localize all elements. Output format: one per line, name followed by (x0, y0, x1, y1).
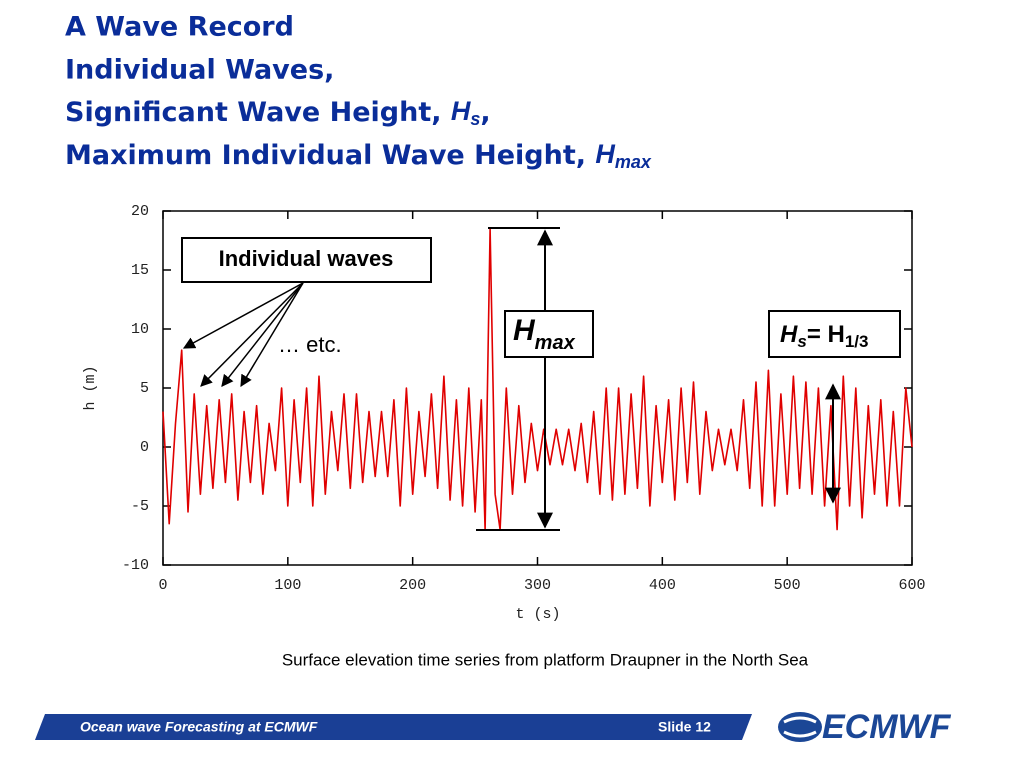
x-tick-label: 400 (649, 577, 676, 594)
arrow (200, 282, 304, 387)
symbol: H (513, 314, 536, 347)
x-tick-label: 0 (158, 577, 167, 594)
y-tick-label: 15 (131, 262, 149, 279)
logo-text: ECMWF (822, 708, 952, 746)
x-tick-label: 500 (774, 577, 801, 594)
arrow (240, 282, 304, 388)
title-line: Significant Wave Height, Hs, (65, 96, 491, 129)
plot (162, 210, 913, 566)
y-tick-label: 5 (140, 380, 149, 397)
footer-band (35, 714, 752, 740)
y-tick-label: 0 (140, 439, 149, 456)
annotation: Hs= H1/3 (780, 321, 868, 351)
subscript: 1/3 (845, 332, 869, 351)
x-tick-label: 100 (274, 577, 301, 594)
annotation-box (181, 237, 432, 283)
title-subscript: s (470, 109, 480, 129)
title-symbol: H (595, 139, 615, 169)
title-text: , (480, 97, 490, 128)
title-text: Significant Wave Height, (65, 97, 451, 128)
annotations: Individual waves … etc. Hmax Hs= H1/3 (181, 227, 901, 531)
y-tick-label: 20 (131, 203, 149, 220)
annotation: Individual waves (219, 246, 394, 271)
x-tick-label: 300 (524, 577, 551, 594)
y-tick-label: -10 (122, 557, 149, 574)
subscript: max (535, 332, 576, 354)
subscript: s (797, 332, 806, 351)
footer: Ocean wave Forecasting at ECMWF Slide 12… (35, 708, 952, 746)
annotation-box (504, 310, 594, 358)
title-line: Maximum Individual Wave Height, Hmax (65, 139, 652, 172)
annotation: … etc. (278, 332, 342, 357)
title-text: Maximum Individual Wave Height, (65, 140, 595, 171)
title: A Wave Record Individual Waves, Signific… (65, 12, 652, 172)
title-line: A Wave Record (65, 12, 294, 43)
hmax-arrow (476, 227, 841, 531)
y-axis-label: h (m) (82, 365, 99, 410)
x-axis-label: t (s) (515, 606, 560, 623)
title-subscript: max (615, 152, 652, 172)
annotation-box (768, 310, 901, 358)
x-tick-label: 200 (399, 577, 426, 594)
symbol: = H (807, 321, 845, 348)
symbol: H (780, 321, 798, 348)
title-symbol: H (451, 96, 471, 126)
logo: ECMWF (778, 708, 952, 746)
title-line: Individual Waves, (65, 55, 334, 86)
arrow (221, 282, 304, 387)
slide-number: Slide 12 (658, 719, 711, 735)
arrow (182, 282, 304, 349)
annotation-arrows (182, 282, 304, 388)
y-tick-label: 10 (131, 321, 149, 338)
logo-icon (783, 716, 817, 738)
x-tick-label: 600 (898, 577, 925, 594)
annotation: Hmax (513, 314, 576, 354)
caption: Surface elevation time series from platf… (282, 650, 809, 669)
y-tick-label: -5 (131, 498, 149, 515)
footer-text: Ocean wave Forecasting at ECMWF (80, 719, 318, 735)
line-series (162, 227, 913, 531)
